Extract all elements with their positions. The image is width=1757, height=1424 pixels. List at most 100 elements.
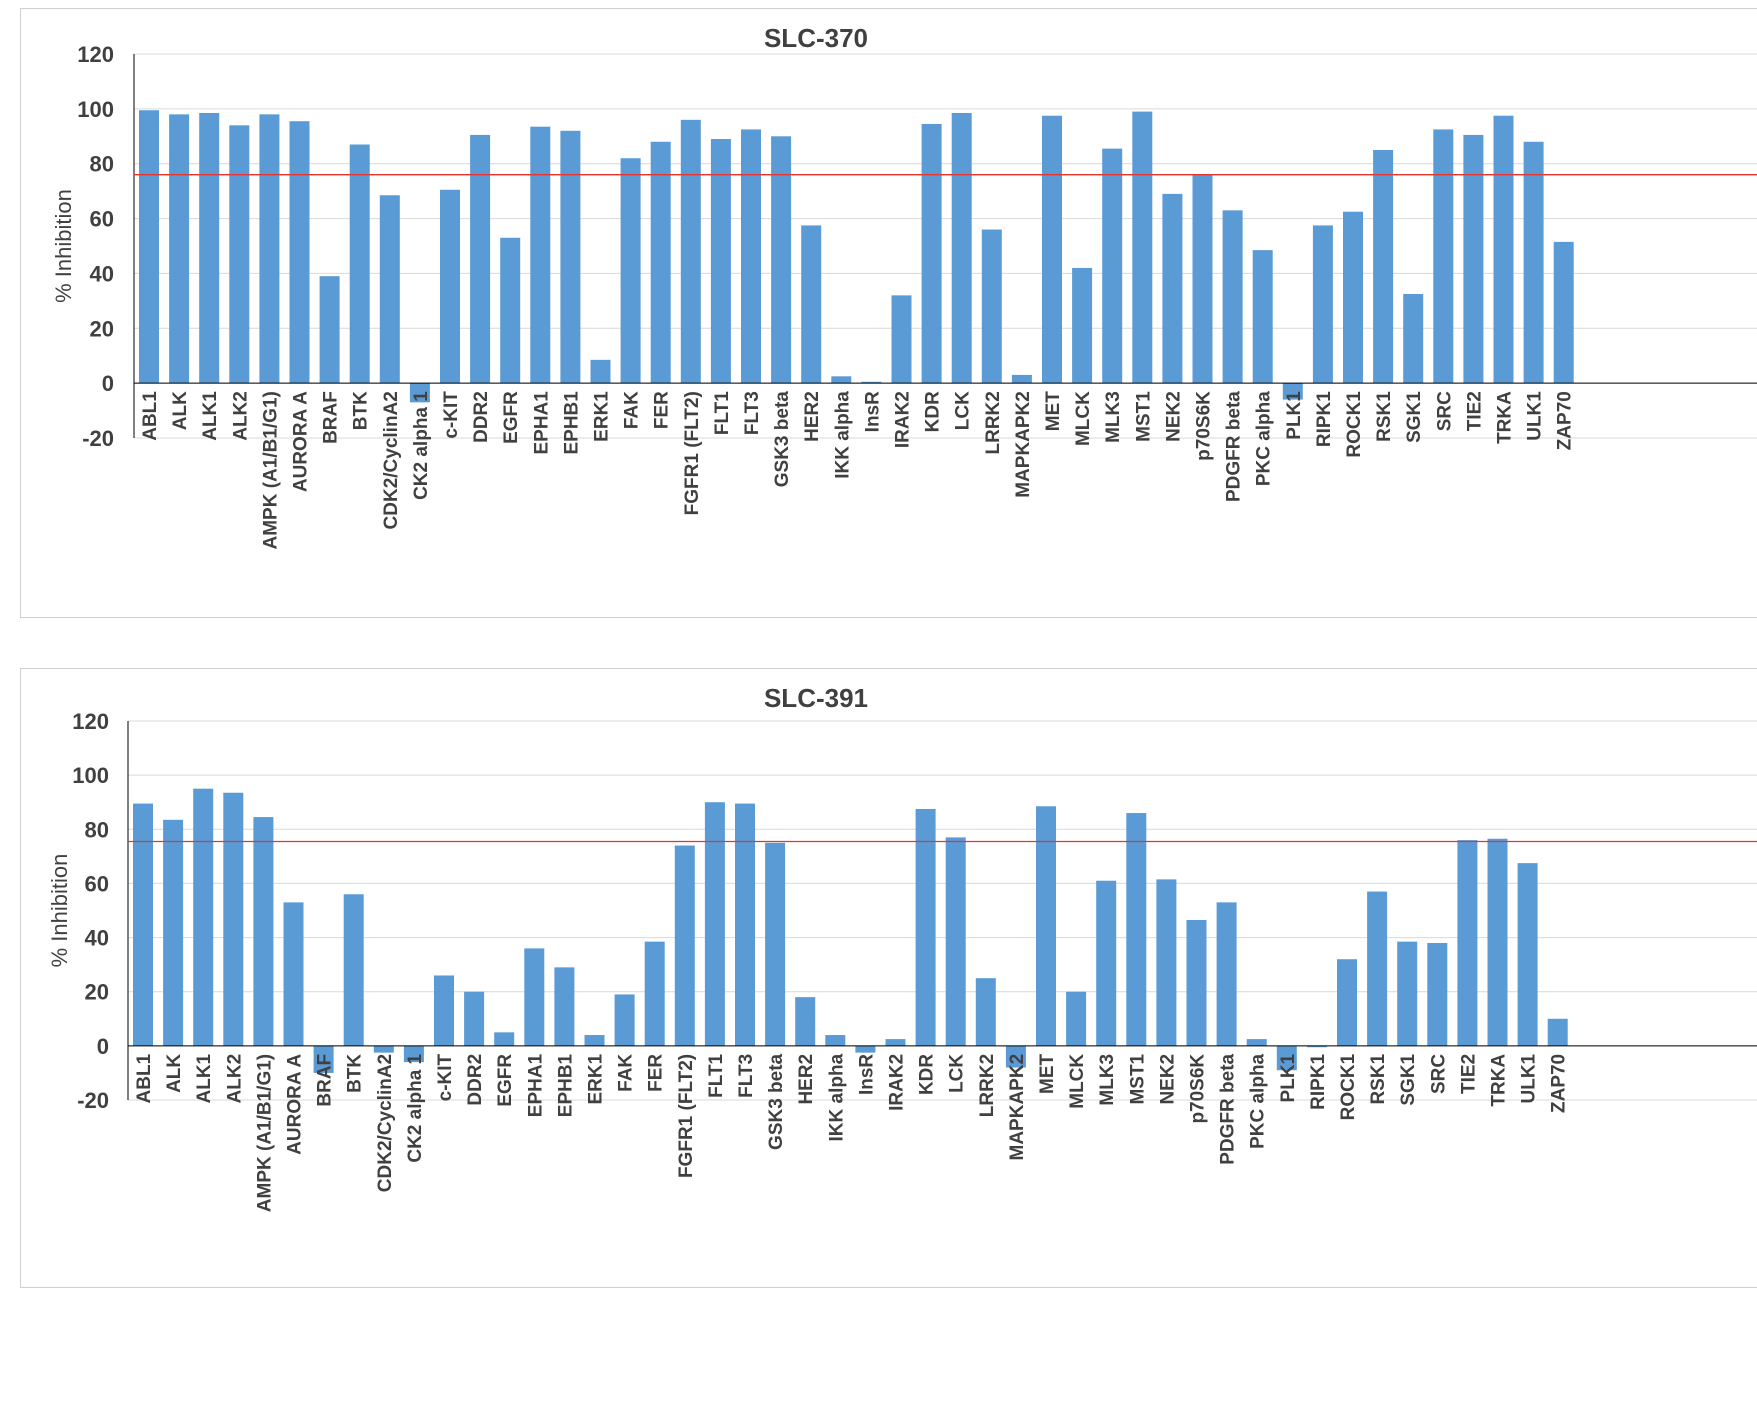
bar-pkc-alpha — [1246, 1039, 1267, 1046]
bars — [139, 110, 1574, 403]
bar-ikk-alpha — [825, 1035, 846, 1046]
x-tick-label: InsR — [856, 1054, 877, 1095]
bar-rock1 — [1337, 959, 1357, 1046]
bar-aurora-a — [283, 902, 304, 1046]
x-tick-label: PKC alpha — [1248, 1053, 1269, 1148]
bar-chart-slc-370: SLC-370 % Inhibition -20 0 20 40 60 80 100 120 ABL… — [51, 23, 1757, 550]
x-tick-label: IRAK2 — [887, 1054, 908, 1111]
bar-pdgfr-beta — [1216, 902, 1237, 1046]
x-tick-label: RSK1 — [1368, 1053, 1389, 1104]
x-tick-label: IRAK2 — [893, 391, 914, 448]
x-tick-label: BRAF — [321, 391, 342, 444]
x-tick-label: ROCK1 — [1338, 1053, 1359, 1120]
x-tick-label: p70S6K — [1194, 391, 1215, 461]
x-tick-label: CDK2/CyclinA2 — [375, 1054, 396, 1192]
gridlines — [128, 720, 1757, 1101]
x-tick-label: GSK3 beta — [772, 391, 793, 488]
x-tick-label: RIPK1 — [1314, 391, 1335, 447]
x-tick-label: ZAP70 — [1549, 1054, 1570, 1113]
bar-lck — [951, 112, 972, 384]
bar-epha1 — [530, 126, 551, 384]
bar-c-kit — [434, 975, 454, 1046]
x-tick-label: c-KIT — [441, 391, 462, 439]
x-tick-label: ABL1 — [134, 1053, 155, 1103]
x-tick-label: MST1 — [1133, 391, 1154, 442]
x-tick-label: MLCK — [1073, 391, 1094, 446]
x-tick-label: ABL1 — [140, 391, 161, 441]
bar-irak2 — [885, 1039, 906, 1046]
bar-ulk1 — [1517, 863, 1538, 1046]
bar-ampk-a1-b1-g1 — [259, 114, 280, 384]
y-tick-label: 20 — [90, 316, 114, 341]
y-tick-label: 100 — [72, 763, 109, 788]
bar-chart-slc-391: SLC-391 % Inhibition -20 0 20 40 60 80 100 120 ABL… — [47, 683, 1757, 1212]
x-tick-label: ERK1 — [586, 1053, 607, 1104]
y-tick-label: 120 — [77, 42, 114, 67]
bar-ampk-a1-b1-g1 — [253, 817, 274, 1046]
bar-mlk3 — [1102, 148, 1123, 384]
chart-title: SLC-391 — [764, 683, 868, 713]
bar-kdr — [921, 123, 942, 384]
bar-p70s6k — [1192, 174, 1213, 384]
x-tick-label: KDR — [917, 1054, 938, 1095]
bar-fgfr1-flt2 — [674, 845, 695, 1046]
x-tick-label: IKK alpha — [826, 1053, 847, 1141]
x-tick-label: MLK3 — [1103, 391, 1124, 443]
y-tick-label: 40 — [85, 926, 109, 951]
bar-alk1 — [193, 788, 214, 1046]
bar-ikk-alpha — [831, 376, 852, 384]
bar-epha1 — [524, 948, 545, 1046]
y-tick-label: -20 — [77, 1088, 109, 1113]
x-tick-label: ZAP70 — [1555, 391, 1576, 450]
bar-alk — [169, 114, 190, 384]
x-tick-label: ALK — [170, 391, 191, 430]
bar-ulk1 — [1523, 141, 1544, 384]
x-tick-label: IKK alpha — [832, 391, 853, 479]
x-tick-label: ALK — [164, 1054, 185, 1093]
x-tick-label: DDR2 — [465, 1054, 486, 1106]
bar-mapkapk2 — [1011, 374, 1032, 384]
x-tick-label: GSK3 beta — [766, 1053, 787, 1150]
bar-gsk3-beta — [765, 842, 786, 1046]
x-tick-label: ULK1 — [1525, 391, 1546, 441]
y-tick-label: 40 — [90, 261, 114, 286]
bar-ck2-alpha-1 — [409, 383, 430, 403]
bar-trka — [1487, 838, 1508, 1046]
x-tick-label: BTK — [345, 1054, 366, 1093]
x-tick-label: HER2 — [802, 391, 823, 442]
bar-rsk1 — [1367, 891, 1388, 1046]
x-tick-label: FLT1 — [706, 1053, 727, 1097]
y-tick-label: 20 — [85, 980, 109, 1005]
bar-tie2 — [1457, 840, 1478, 1046]
bar-fak — [614, 994, 635, 1046]
x-tick-label: NEK2 — [1157, 1054, 1178, 1105]
bar-egfr — [500, 237, 521, 384]
x-tick-label: ALK1 — [200, 391, 221, 441]
bar-flt3 — [741, 129, 761, 384]
x-tick-labels: ABL1 ALK ALK1 ALK2 AMPK (A1/B1/G1) AURORA A BR… — [134, 1053, 1570, 1212]
x-tick-label: PDGFR beta — [1218, 1053, 1239, 1164]
bar-ripk1 — [1306, 1045, 1327, 1048]
bar-sgk1 — [1397, 941, 1418, 1046]
x-tick-label: c-KIT — [435, 1053, 456, 1101]
x-tick-label: AMPK (A1/B1/G1) — [254, 1054, 275, 1212]
bar-abl1 — [133, 803, 153, 1046]
bar-erk1 — [584, 1035, 605, 1046]
x-tick-label: PLK1 — [1284, 391, 1305, 440]
x-tick-label: MLCK — [1067, 1054, 1088, 1109]
bar-mst1 — [1126, 813, 1147, 1046]
bar-p70s6k — [1186, 919, 1207, 1046]
bar-zap70 — [1547, 1018, 1568, 1046]
x-tick-label: ALK2 — [224, 1054, 245, 1104]
bar-fer — [644, 941, 665, 1046]
bar-egfr — [494, 1032, 515, 1046]
bar-ephb1 — [560, 130, 581, 384]
y-tick-label: 80 — [85, 817, 109, 842]
bar-mapkapk2 — [1005, 1045, 1026, 1068]
x-tick-label: LCK — [947, 1054, 968, 1093]
x-tick-label: MET — [1043, 391, 1064, 432]
x-tick-label: PKC alpha — [1254, 391, 1275, 486]
x-tick-label: TRKA — [1489, 1054, 1510, 1107]
x-tick-label: FGFR1 (FLT2) — [676, 1054, 697, 1178]
bar-ripk1 — [1312, 225, 1333, 384]
